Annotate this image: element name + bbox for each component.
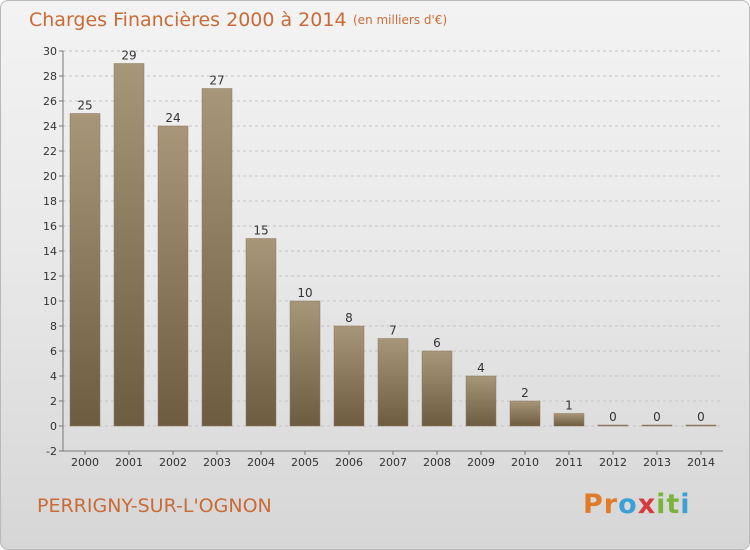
logo-letter: o [618,489,638,520]
bar [465,375,497,427]
x-tick-label: 2014 [687,456,715,469]
bar-value-label: 1 [565,399,573,413]
bar [509,400,541,427]
bar-value-label: 10 [297,286,312,300]
bar [377,338,409,427]
y-tick-label: 2 [50,395,57,408]
x-tick-label: 2007 [379,456,407,469]
y-tick-label: 24 [43,120,57,133]
x-tick-label: 2008 [423,456,451,469]
y-tick-label: 18 [43,195,57,208]
logo-letter: P [583,489,604,520]
bar-value-label: 6 [433,336,441,350]
x-tick-label: 2003 [203,456,231,469]
bar-value-label: 7 [389,324,397,338]
y-tick-label: 20 [43,170,57,183]
x-tick-label: 2004 [247,456,275,469]
bar-value-label: 2 [521,386,529,400]
bar-value-label: 8 [345,311,353,325]
bar [421,350,453,427]
x-tick-label: 2006 [335,456,363,469]
bar [553,413,585,427]
bar [597,424,629,427]
bar-value-label: 27 [209,74,224,88]
bar [69,113,101,427]
y-tick-label: 28 [43,70,57,83]
y-tick-label: 30 [43,45,57,58]
proxiti-logo: Proxiti [583,489,691,520]
bar-value-label: 0 [609,410,617,424]
logo-letter: x [637,489,657,520]
bar [333,325,365,427]
logo-letter: i [656,489,667,520]
x-tick-label: 2000 [71,456,99,469]
y-tick-label: 26 [43,95,57,108]
x-tick-label: 2009 [467,456,495,469]
y-tick-label: 12 [43,270,57,283]
bar [157,125,189,427]
bar-value-label: 4 [477,361,485,375]
y-tick-label: 8 [50,320,57,333]
bar-value-label: 24 [165,111,180,125]
chart-title: Charges Financières 2000 à 2014 [29,9,347,31]
y-tick-label: 4 [50,370,57,383]
bar-value-label: 0 [653,410,661,424]
y-tick-label: 16 [43,220,57,233]
commune-name: PERRIGNY-SUR-L'OGNON [37,495,272,517]
bar-value-label: 0 [697,410,705,424]
bar [113,63,145,427]
bar [685,424,717,427]
y-tick-label: 6 [50,345,57,358]
logo-letter: t [666,489,681,520]
y-tick-label: -2 [46,445,57,458]
x-tick-label: 2013 [643,456,671,469]
logo-letter: r [603,489,619,520]
y-tick-label: 10 [43,295,57,308]
chart-unit: (en milliers d'€) [353,13,448,27]
bar-value-label: 25 [77,99,92,113]
bar [641,424,673,427]
x-tick-label: 2012 [599,456,627,469]
bar [289,300,321,427]
x-tick-label: 2011 [555,456,583,469]
bar [245,238,277,427]
logo-letter: i [680,489,691,520]
bar [201,88,233,427]
x-tick-label: 2001 [115,456,143,469]
bar-value-label: 29 [121,49,136,63]
y-tick-label: 0 [50,420,57,433]
y-tick-label: 22 [43,145,57,158]
bar-value-label: 15 [253,224,268,238]
x-tick-label: 2005 [291,456,319,469]
y-tick-label: 14 [43,245,57,258]
x-tick-label: 2002 [159,456,187,469]
x-tick-label: 2010 [511,456,539,469]
